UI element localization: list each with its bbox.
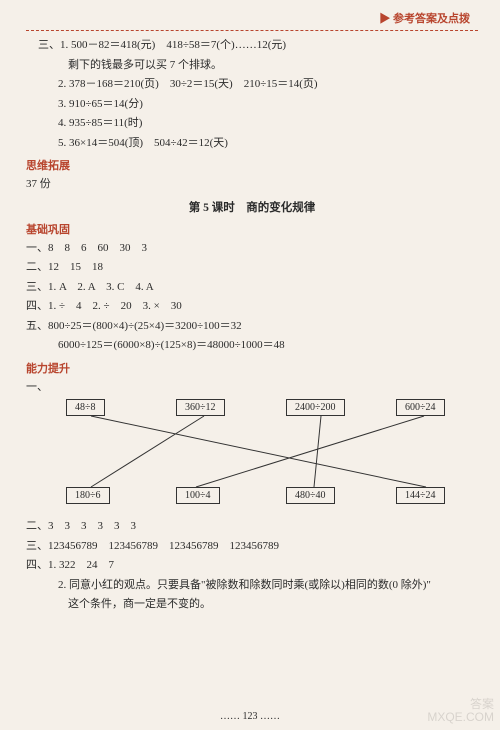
watermark-line: MXQE.COM (427, 711, 494, 724)
diagram-box-bottom: 144÷24 (396, 487, 445, 504)
divider-dashed (26, 30, 478, 31)
text-line: 这个条件，商一定是不变的。 (26, 596, 478, 613)
section-heading: 基础巩固 (26, 221, 478, 237)
text-line: 二、3 3 3 3 3 3 (26, 518, 478, 535)
diagram-box-top: 360÷12 (176, 399, 225, 416)
text-line: 一、8 8 6 60 30 3 (26, 240, 478, 257)
matching-diagram: 48÷8 360÷12 2400÷200 600÷24 180÷6 100÷4 480÷40… (36, 399, 476, 514)
watermark-line: 答案 (427, 698, 494, 711)
header-text: 参考答案及点拨 (393, 13, 470, 25)
text-line: 2. 378－168＝210(页) 30÷2＝15(天) 210÷15＝14(页… (26, 76, 478, 93)
text-line: 6000÷125＝(6000×8)÷(125×8)＝48000÷1000＝48 (26, 337, 478, 354)
diagram-box-bottom: 480÷40 (286, 487, 335, 504)
text-line: 2. 同意小红的观点。只要具备"被除数和除数同时乘(或除以)相同的数(0 除外)… (26, 577, 478, 594)
text-line: 四、1. 322 24 7 (26, 557, 478, 574)
diagram-box-top: 600÷24 (396, 399, 445, 416)
text-line: 三、1. A 2. A 3. C 4. A (26, 279, 478, 296)
text-line: 37 份 (26, 176, 478, 193)
diagram-box-bottom: 100÷4 (176, 487, 220, 504)
text-line: 三、1. 500－82＝418(元) 418÷58＝7(个)……12(元) (26, 37, 478, 54)
section-heading: 能力提升 (26, 360, 478, 376)
section-heading: 思维拓展 (26, 157, 478, 173)
text-line: 4. 935÷85＝11(时) (26, 115, 478, 132)
watermark: 答案 MXQE.COM (427, 698, 494, 724)
text-line: 三、123456789 123456789 123456789 12345678… (26, 538, 478, 555)
text-line: 二、12 15 18 (26, 259, 478, 276)
header-arrow-icon: ▶ (379, 13, 390, 25)
diagram-box-top: 2400÷200 (286, 399, 345, 416)
text-line: 五、800÷25＝(800×4)÷(25×4)＝3200÷100＝32 (26, 318, 478, 335)
page-number: …… 123 …… (0, 711, 500, 722)
text-line: 3. 910÷65＝14(分) (26, 96, 478, 113)
lesson-title: 第 5 课时 商的变化规律 (26, 199, 478, 215)
text-line: 5. 36×14＝504(顶) 504÷42＝12(天) (26, 135, 478, 152)
page-header: ▶ 参考答案及点拨 (379, 10, 470, 26)
text-line: 四、1. ÷ 4 2. ÷ 20 3. × 30 (26, 298, 478, 315)
diagram-box-top: 48÷8 (66, 399, 105, 416)
diagram-box-bottom: 180÷6 (66, 487, 110, 504)
text-line: 一、 (26, 379, 478, 396)
text-line: 剩下的钱最多可以买 7 个排球。 (26, 57, 478, 74)
